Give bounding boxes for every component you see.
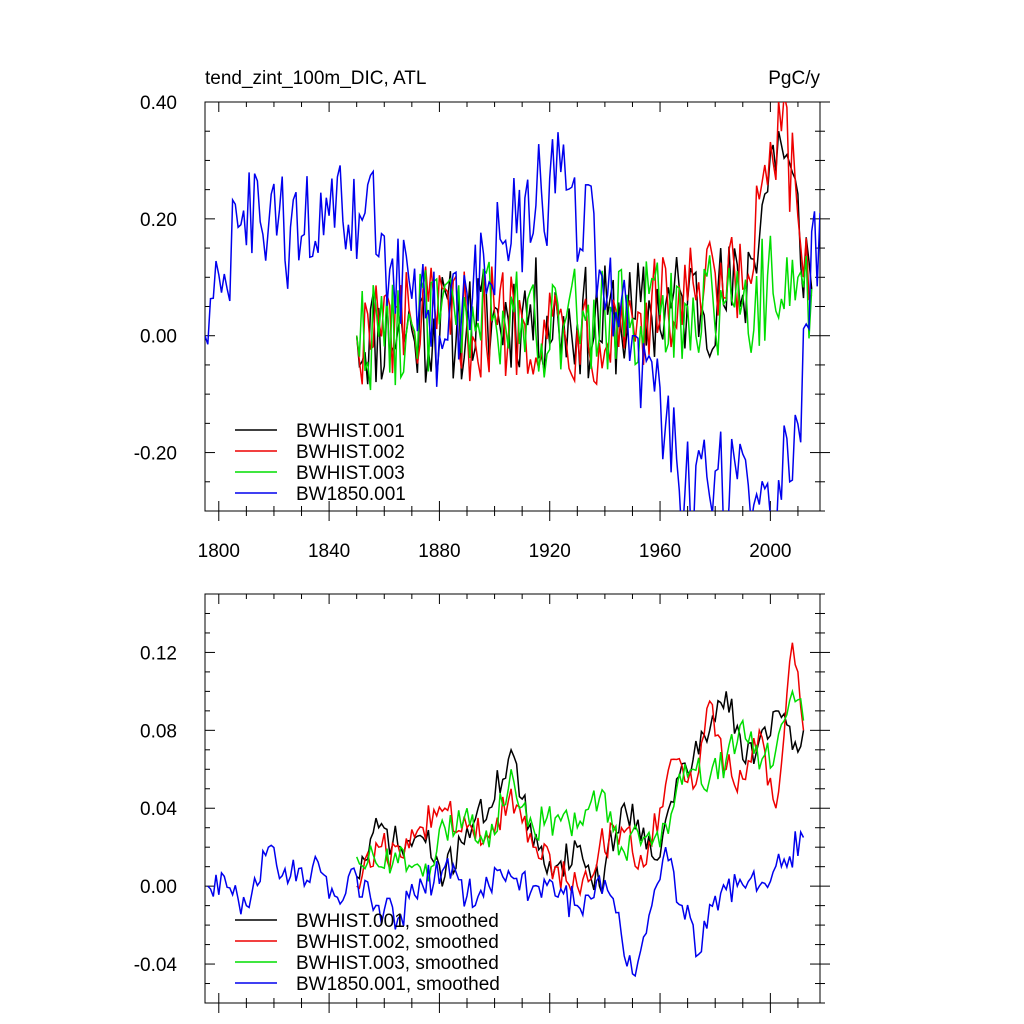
x-tick-label: 1840 [308, 541, 350, 562]
y-tick-label: 0.00 [140, 877, 177, 898]
x-tick-label: 1920 [529, 541, 571, 562]
legend-label: BWHIST.002 [296, 442, 405, 463]
bottom-panel: -0.04 0.00 0.04 0.08 0.12 BWHIST.001, smoothe… [134, 593, 830, 1013]
y-tick-label: 0.20 [140, 210, 177, 231]
legend-label: BW1850.001 [296, 484, 406, 505]
legend-label: BWHIST.001, smoothed [296, 911, 499, 932]
legend-label: BW1850.001, smoothed [296, 974, 500, 995]
series-line-bwhist-003 [356, 688, 805, 882]
y-tick-label: -0.20 [134, 444, 177, 465]
y-tick-label: 0.08 [140, 721, 177, 742]
top-panel: tend_zint_100m_DIC, ATL PgC/y 1800 1840 18… [134, 68, 830, 562]
x-tick-label: 1800 [198, 541, 240, 562]
x-tick-label: 1960 [639, 541, 681, 562]
x-tick-label: 2000 [749, 541, 791, 562]
top-panel-title: tend_zint_100m_DIC, ATL [205, 68, 426, 89]
legend-label: BWHIST.003, smoothed [296, 953, 499, 974]
legend-label: BWHIST.003 [296, 463, 405, 484]
series-line-bwhist-001 [356, 691, 805, 894]
y-tick-label: 0.00 [140, 327, 177, 348]
plot-frame [204, 593, 821, 1004]
series-line-bwhist-001 [355, 131, 813, 385]
series-line-bwhist-002 [356, 642, 805, 898]
legend-label: BWHIST.002, smoothed [296, 932, 499, 953]
legend-label: BWHIST.001 [296, 421, 405, 442]
y-tick-label: -0.04 [134, 955, 178, 976]
y-tick-label: 0.40 [140, 93, 177, 114]
top-panel-units: PgC/y [768, 68, 820, 89]
series-line-bw1850-001 [205, 132, 820, 511]
series-line-bw1850-001 [207, 829, 805, 978]
series-line-bwhist-003 [355, 235, 813, 391]
y-tick-label: 0.12 [140, 643, 177, 664]
y-tick-label: 0.04 [140, 799, 177, 820]
x-tick-label: 1880 [418, 541, 460, 562]
